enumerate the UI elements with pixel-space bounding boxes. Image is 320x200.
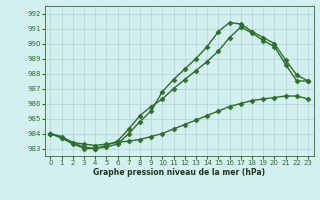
X-axis label: Graphe pression niveau de la mer (hPa): Graphe pression niveau de la mer (hPa) (93, 168, 265, 177)
